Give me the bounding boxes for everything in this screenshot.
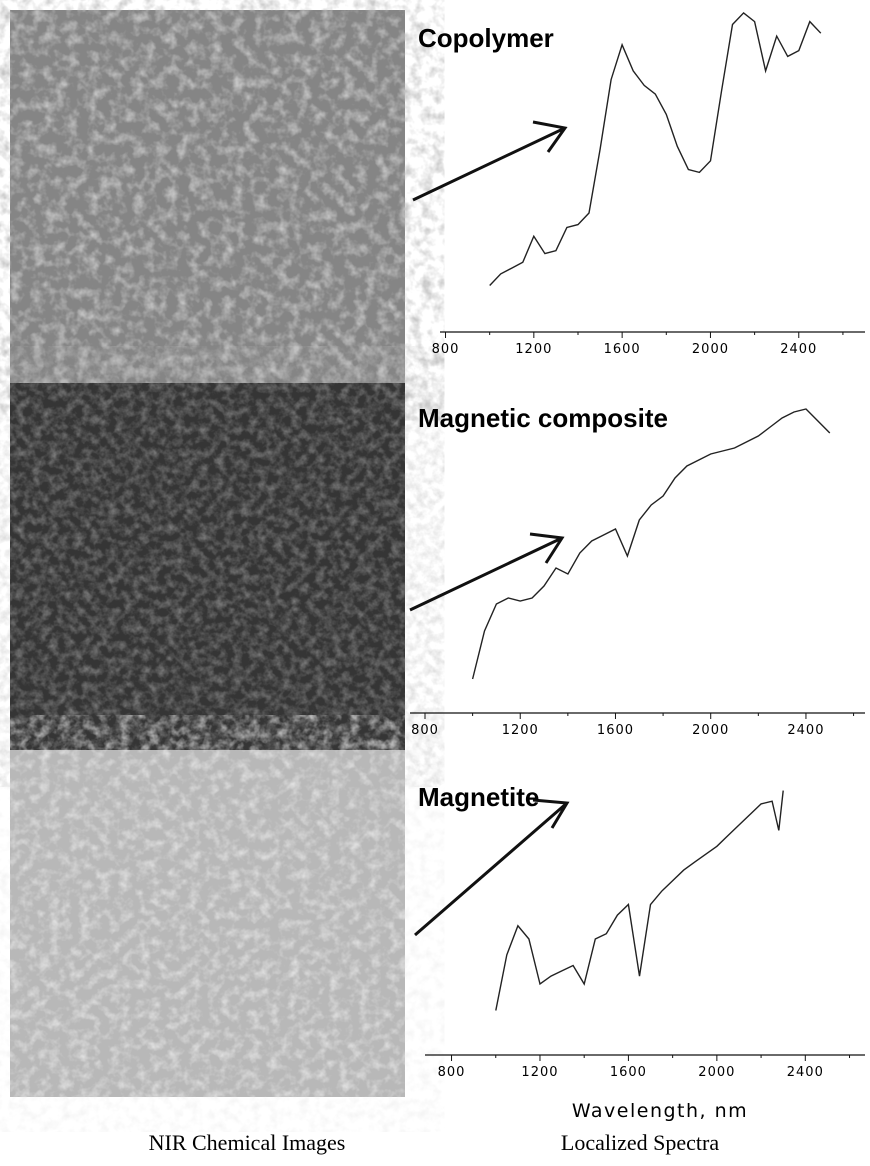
spectrum-line	[489, 11, 822, 286]
image-texture	[10, 750, 405, 1097]
x-tick-label: 1600	[597, 723, 634, 738]
x-tick-label: 2400	[787, 723, 824, 738]
chart-title: Copolymer	[418, 23, 554, 53]
x-tick-label: 800	[432, 342, 460, 357]
x-tick-label: 2000	[692, 723, 729, 738]
x-tick-label: 800	[411, 723, 439, 738]
caption: NIR Chemical Images	[149, 1130, 346, 1155]
x-tick-label: 1200	[515, 342, 552, 357]
x-tick-label: 2400	[780, 342, 817, 357]
x-tick-label: 1600	[610, 1065, 647, 1080]
x-tick-label: 1200	[502, 723, 539, 738]
x-tick-label: 1600	[604, 342, 641, 357]
caption: Localized Spectra	[561, 1130, 719, 1155]
x-axis-label: Wavelength, nm	[572, 1100, 748, 1122]
image-texture	[10, 10, 405, 383]
x-tick-label: 2000	[692, 342, 729, 357]
x-tick-label: 1200	[521, 1065, 558, 1080]
image-texture	[10, 383, 405, 750]
x-tick-label: 2000	[698, 1065, 735, 1080]
chart-title: Magnetic composite	[418, 403, 668, 433]
arrow	[409, 532, 565, 612]
chemical-images	[10, 10, 405, 1097]
x-tick-label: 2400	[787, 1065, 824, 1080]
spectrum-line	[495, 790, 784, 1011]
arrow	[412, 120, 568, 202]
x-tick-label: 800	[438, 1065, 466, 1080]
arrow	[414, 798, 570, 937]
chart-title: Magnetite	[418, 782, 539, 812]
arrows	[409, 120, 570, 937]
spectrum-line	[471, 408, 831, 680]
